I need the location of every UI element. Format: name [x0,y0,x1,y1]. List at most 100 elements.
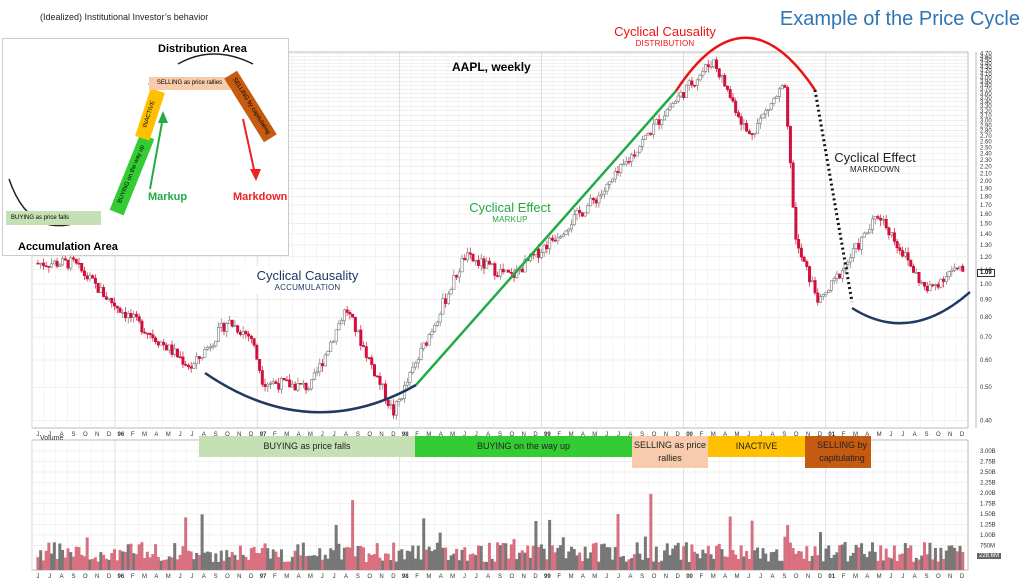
svg-text:A: A [202,432,206,438]
svg-text:M: M [142,574,147,580]
svg-text:M: M [711,574,716,580]
svg-text:D: D [249,432,254,438]
svg-text:S: S [925,432,929,438]
svg-text:00: 00 [686,574,693,580]
page-title: Example of the Price Cycle [779,8,1020,30]
svg-text:3.00B: 3.00B [980,449,996,455]
svg-text:2.40: 2.40 [980,152,992,158]
svg-text:2.20: 2.20 [980,165,992,171]
svg-text:1.30: 1.30 [980,243,992,249]
svg-text:M: M [734,432,739,438]
svg-text:3.10: 3.10 [980,114,992,120]
svg-text:0.70: 0.70 [980,335,992,341]
svg-text:2.30: 2.30 [980,158,992,164]
svg-text:O: O [652,432,657,438]
markup-label: Markup [148,191,188,203]
svg-text:A: A [913,574,917,580]
svg-text:J: J [475,432,478,438]
svg-text:S: S [214,432,218,438]
phase-selling-capitulating: SELLING by capitulating [805,436,871,468]
markdown-label: Markdown [233,191,288,203]
svg-text:O: O [794,574,799,580]
svg-text:2.75B: 2.75B [980,460,996,466]
svg-text:97: 97 [260,432,267,438]
svg-text:S: S [498,432,502,438]
markdown-sub: MARKDOWN [849,165,901,174]
svg-text:N: N [664,432,668,438]
svg-text:N: N [379,432,383,438]
svg-text:3.40: 3.40 [980,100,992,106]
current-price-tag: 1.09 [977,269,995,277]
svg-text:O: O [367,574,372,580]
svg-text:A: A [60,574,64,580]
svg-text:O: O [794,432,799,438]
svg-text:D: D [960,432,965,438]
svg-text:98: 98 [402,574,409,580]
distribution-area-label: Distribution Area [158,43,247,55]
svg-text:F: F [842,574,846,580]
svg-text:A: A [154,574,158,580]
svg-text:N: N [948,432,952,438]
svg-text:D: D [676,432,681,438]
svg-text:F: F [557,574,561,580]
svg-text:M: M [308,432,313,438]
svg-text:M: M [592,432,597,438]
svg-text:M: M [569,574,574,580]
markdown-title: Cyclical Effect [834,150,916,165]
svg-text:O: O [83,432,88,438]
svg-text:M: M [853,432,858,438]
svg-text:M: M [426,432,431,438]
svg-text:J: J [179,574,182,580]
svg-text:N: N [522,574,526,580]
svg-text:J: J [190,574,193,580]
svg-text:1.50: 1.50 [980,222,992,228]
svg-text:4.10: 4.10 [980,72,992,78]
svg-text:M: M [450,432,455,438]
svg-text:00: 00 [686,432,693,438]
svg-text:A: A [297,574,301,580]
svg-text:A: A [723,432,727,438]
svg-text:M: M [877,432,882,438]
svg-text:99: 99 [544,432,551,438]
distribution-title: Cyclical Causality [614,24,716,39]
inset-box-selling-rallies: SELLING as price rallies [149,77,230,90]
svg-text:M: M [284,432,289,438]
svg-text:N: N [379,574,383,580]
svg-text:S: S [640,574,644,580]
svg-text:01: 01 [828,574,835,580]
svg-text:J: J [463,574,466,580]
volume-bars [36,493,965,570]
svg-text:D: D [391,432,396,438]
svg-text:3.00: 3.00 [980,118,992,124]
svg-text:J: J [617,432,620,438]
svg-text:S: S [71,432,75,438]
svg-text:A: A [865,432,869,438]
svg-text:S: S [356,432,360,438]
svg-text:D: D [818,432,823,438]
subtitle: (Idealized) Institutional Investor’s beh… [40,12,209,22]
svg-text:A: A [344,574,348,580]
svg-text:3.20: 3.20 [980,109,992,115]
svg-text:4.20: 4.20 [980,68,992,74]
svg-text:F: F [131,432,135,438]
svg-text:F: F [415,574,419,580]
svg-text:96: 96 [118,574,125,580]
inset-curve [8,53,261,227]
svg-text:M: M [853,574,858,580]
svg-text:O: O [367,432,372,438]
svg-text:3.30: 3.30 [980,104,992,110]
svg-text:A: A [297,432,301,438]
svg-text:M: M [166,574,171,580]
svg-text:S: S [782,574,786,580]
svg-text:J: J [889,432,892,438]
markup-title: Cyclical Effect [469,200,551,215]
svg-text:A: A [486,574,490,580]
svg-text:J: J [747,432,750,438]
svg-text:2.80: 2.80 [980,129,992,135]
svg-text:J: J [179,432,182,438]
svg-text:D: D [107,574,112,580]
svg-text:2.10: 2.10 [980,172,992,178]
cycle-overlays [204,36,971,414]
distribution-sub: DISTRIBUTION [635,39,695,48]
svg-text:3.90: 3.90 [980,79,992,85]
